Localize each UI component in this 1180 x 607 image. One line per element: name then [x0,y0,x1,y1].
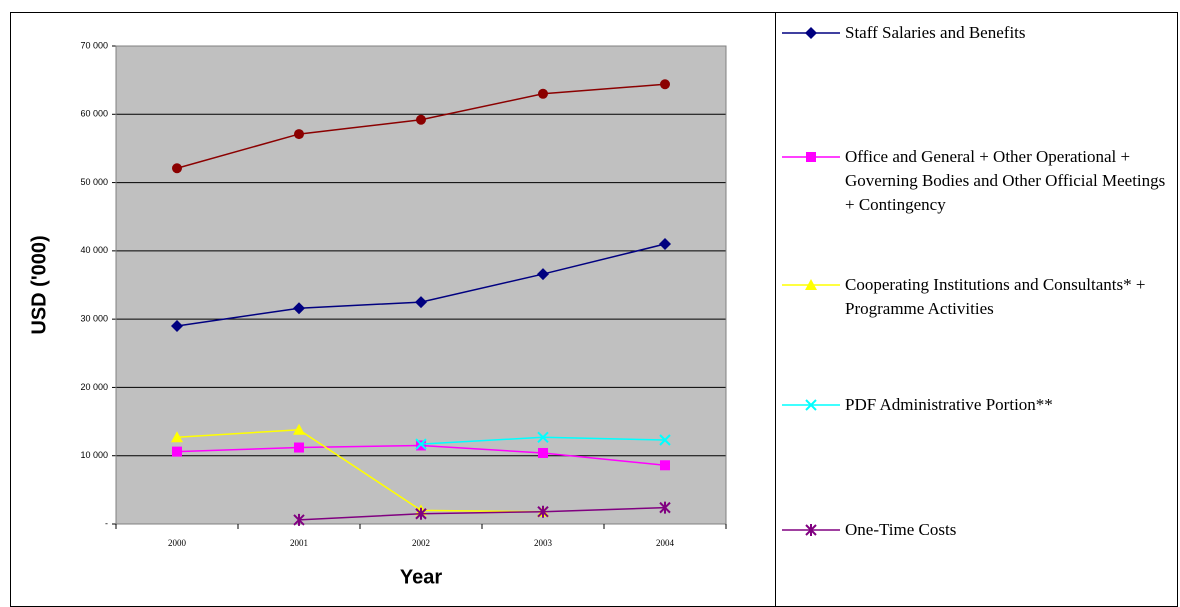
marker [415,507,427,520]
series [415,431,671,450]
series [293,501,671,526]
legend-label: Cooperating Institutions and Consultants… [845,275,1146,318]
legend-label: PDF Administrative Portion** [845,395,1053,414]
marker [659,238,671,251]
series [172,79,670,174]
legend-item [782,279,840,290]
x-tick-label: 2002 [412,538,430,548]
marker [294,129,304,140]
marker [172,446,182,457]
marker [293,513,305,526]
marker [538,447,548,458]
marker [171,319,183,332]
legend-label: Staff Salaries and Benefits [845,23,1026,42]
marker [660,79,670,90]
y-tick-label: 30 000 [80,314,108,324]
legend-item [782,524,840,536]
series [171,238,671,332]
marker [805,399,817,411]
x-tick-label: 2001 [290,538,308,548]
series-line [176,429,544,513]
marker [805,524,817,536]
marker [415,296,427,309]
legend-label: Office and General + Other Operational +… [845,147,1166,214]
marker [538,88,548,99]
y-tick-label: 40 000 [80,245,108,255]
legend-item [782,27,840,39]
x-tick-label: 2000 [168,538,187,548]
marker [659,434,671,446]
y-tick-label: 10 000 [80,450,108,460]
marker [805,279,817,290]
plot-border [115,45,727,525]
y-tick-label: - [105,518,108,528]
marker [293,302,305,315]
y-tick-label: 60 000 [80,109,108,119]
legend-item [782,152,840,162]
marker [659,501,671,514]
x-axis-title: Year [400,566,442,588]
marker [416,114,426,125]
marker [537,505,549,518]
legend-label: One-Time Costs [845,520,957,539]
series-line [298,506,666,521]
legend-item [782,399,840,411]
marker [537,268,549,281]
y-tick-label: 50 000 [80,177,108,187]
y-axis-title: USD ('000) [28,235,50,334]
marker [415,438,427,450]
marker [172,163,182,174]
marker [294,442,304,453]
marker [660,460,670,471]
marker [293,423,305,435]
marker [537,431,549,443]
marker [806,152,816,162]
y-tick-label: 70 000 [80,40,108,50]
marker [171,431,183,443]
y-tick-label: 20 000 [80,382,108,392]
x-tick-label: 2004 [656,538,675,548]
x-tick-label: 2003 [534,538,553,548]
marker [805,27,817,39]
